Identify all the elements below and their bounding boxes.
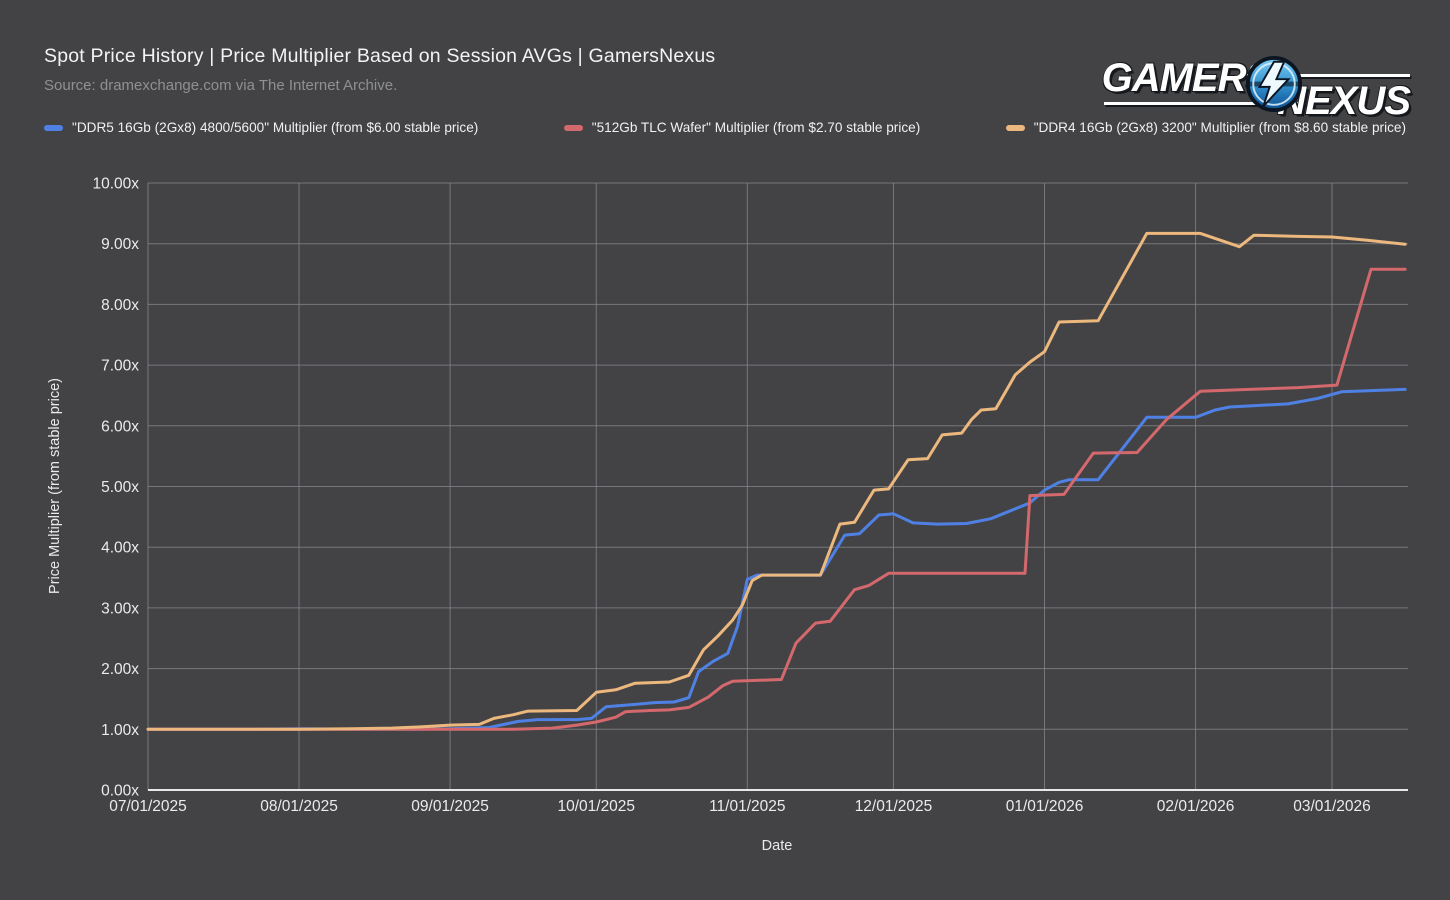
x-axis-title: Date: [761, 838, 793, 854]
logo-text-gamers: GAMERS: [1102, 58, 1305, 105]
y-tick-label: 1.00x: [101, 722, 139, 739]
y-axis-title: Price Multiplier (from stable price): [47, 378, 63, 594]
x-tick-label: 09/01/2025: [411, 798, 489, 815]
legend-item-ddr4: "DDR4 16Gb (2Gx8) 3200" Multiplier (from…: [1005, 120, 1406, 135]
y-tick-label: 2.00x: [101, 661, 139, 678]
x-tick-label: 01/01/2026: [1006, 798, 1084, 815]
gamersnexus-logo: GAMERS NEXUS: [1102, 55, 1411, 121]
x-tick-label: 08/01/2025: [260, 798, 338, 815]
series-line-1: [146, 267, 1407, 731]
tlc-wafer-legend-label: "512Gb TLC Wafer" Multiplier (from $2.70…: [591, 120, 921, 135]
source-note: Source: dramexchange.com via The Interne…: [44, 77, 398, 94]
tlc-wafer-legend-swatch: [563, 124, 583, 131]
ddr4-legend-swatch: [1005, 124, 1025, 131]
x-tick-label: 10/01/2025: [557, 798, 635, 815]
series-line-0: [146, 387, 1407, 731]
x-tick-label: 12/01/2025: [855, 798, 933, 815]
y-tick-label: 0.00x: [101, 783, 139, 800]
y-tick-label: 5.00x: [101, 479, 139, 496]
x-tick-label: 03/01/2026: [1293, 798, 1371, 815]
x-tick-label: 11/01/2025: [709, 798, 785, 815]
y-tick-label: 3.00x: [101, 600, 139, 617]
y-tick-label: 4.00x: [101, 540, 139, 557]
gamersnexus-emblem-icon: [1246, 55, 1303, 113]
legend-item-ddr5: "DDR5 16Gb (2Gx8) 4800/5600" Multiplier …: [44, 120, 478, 135]
ddr5-legend-label: "DDR5 16Gb (2Gx8) 4800/5600" Multiplier …: [72, 120, 479, 135]
y-tick-label: 9.00x: [101, 236, 139, 253]
y-tick-label: 8.00x: [101, 297, 139, 314]
y-tick-label: 10.00x: [92, 176, 139, 193]
ddr5-legend-swatch: [44, 124, 63, 131]
legend-item-tlc-wafer: "512Gb TLC Wafer" Multiplier (from $2.70…: [563, 120, 921, 135]
chart-legend: "DDR5 16Gb (2Gx8) 4800/5600" Multiplier …: [44, 120, 1406, 135]
y-tick-label: 7.00x: [101, 358, 139, 375]
x-tick-label: 07/01/2025: [109, 798, 187, 815]
page-title: Spot Price History | Price Multiplier Ba…: [44, 45, 716, 67]
ddr4-legend-label: "DDR4 16Gb (2Gx8) 3200" Multiplier (from…: [1033, 120, 1406, 135]
x-tick-label: 02/01/2026: [1157, 798, 1235, 815]
series-line-2: [146, 231, 1407, 731]
y-tick-label: 6.00x: [101, 418, 139, 435]
